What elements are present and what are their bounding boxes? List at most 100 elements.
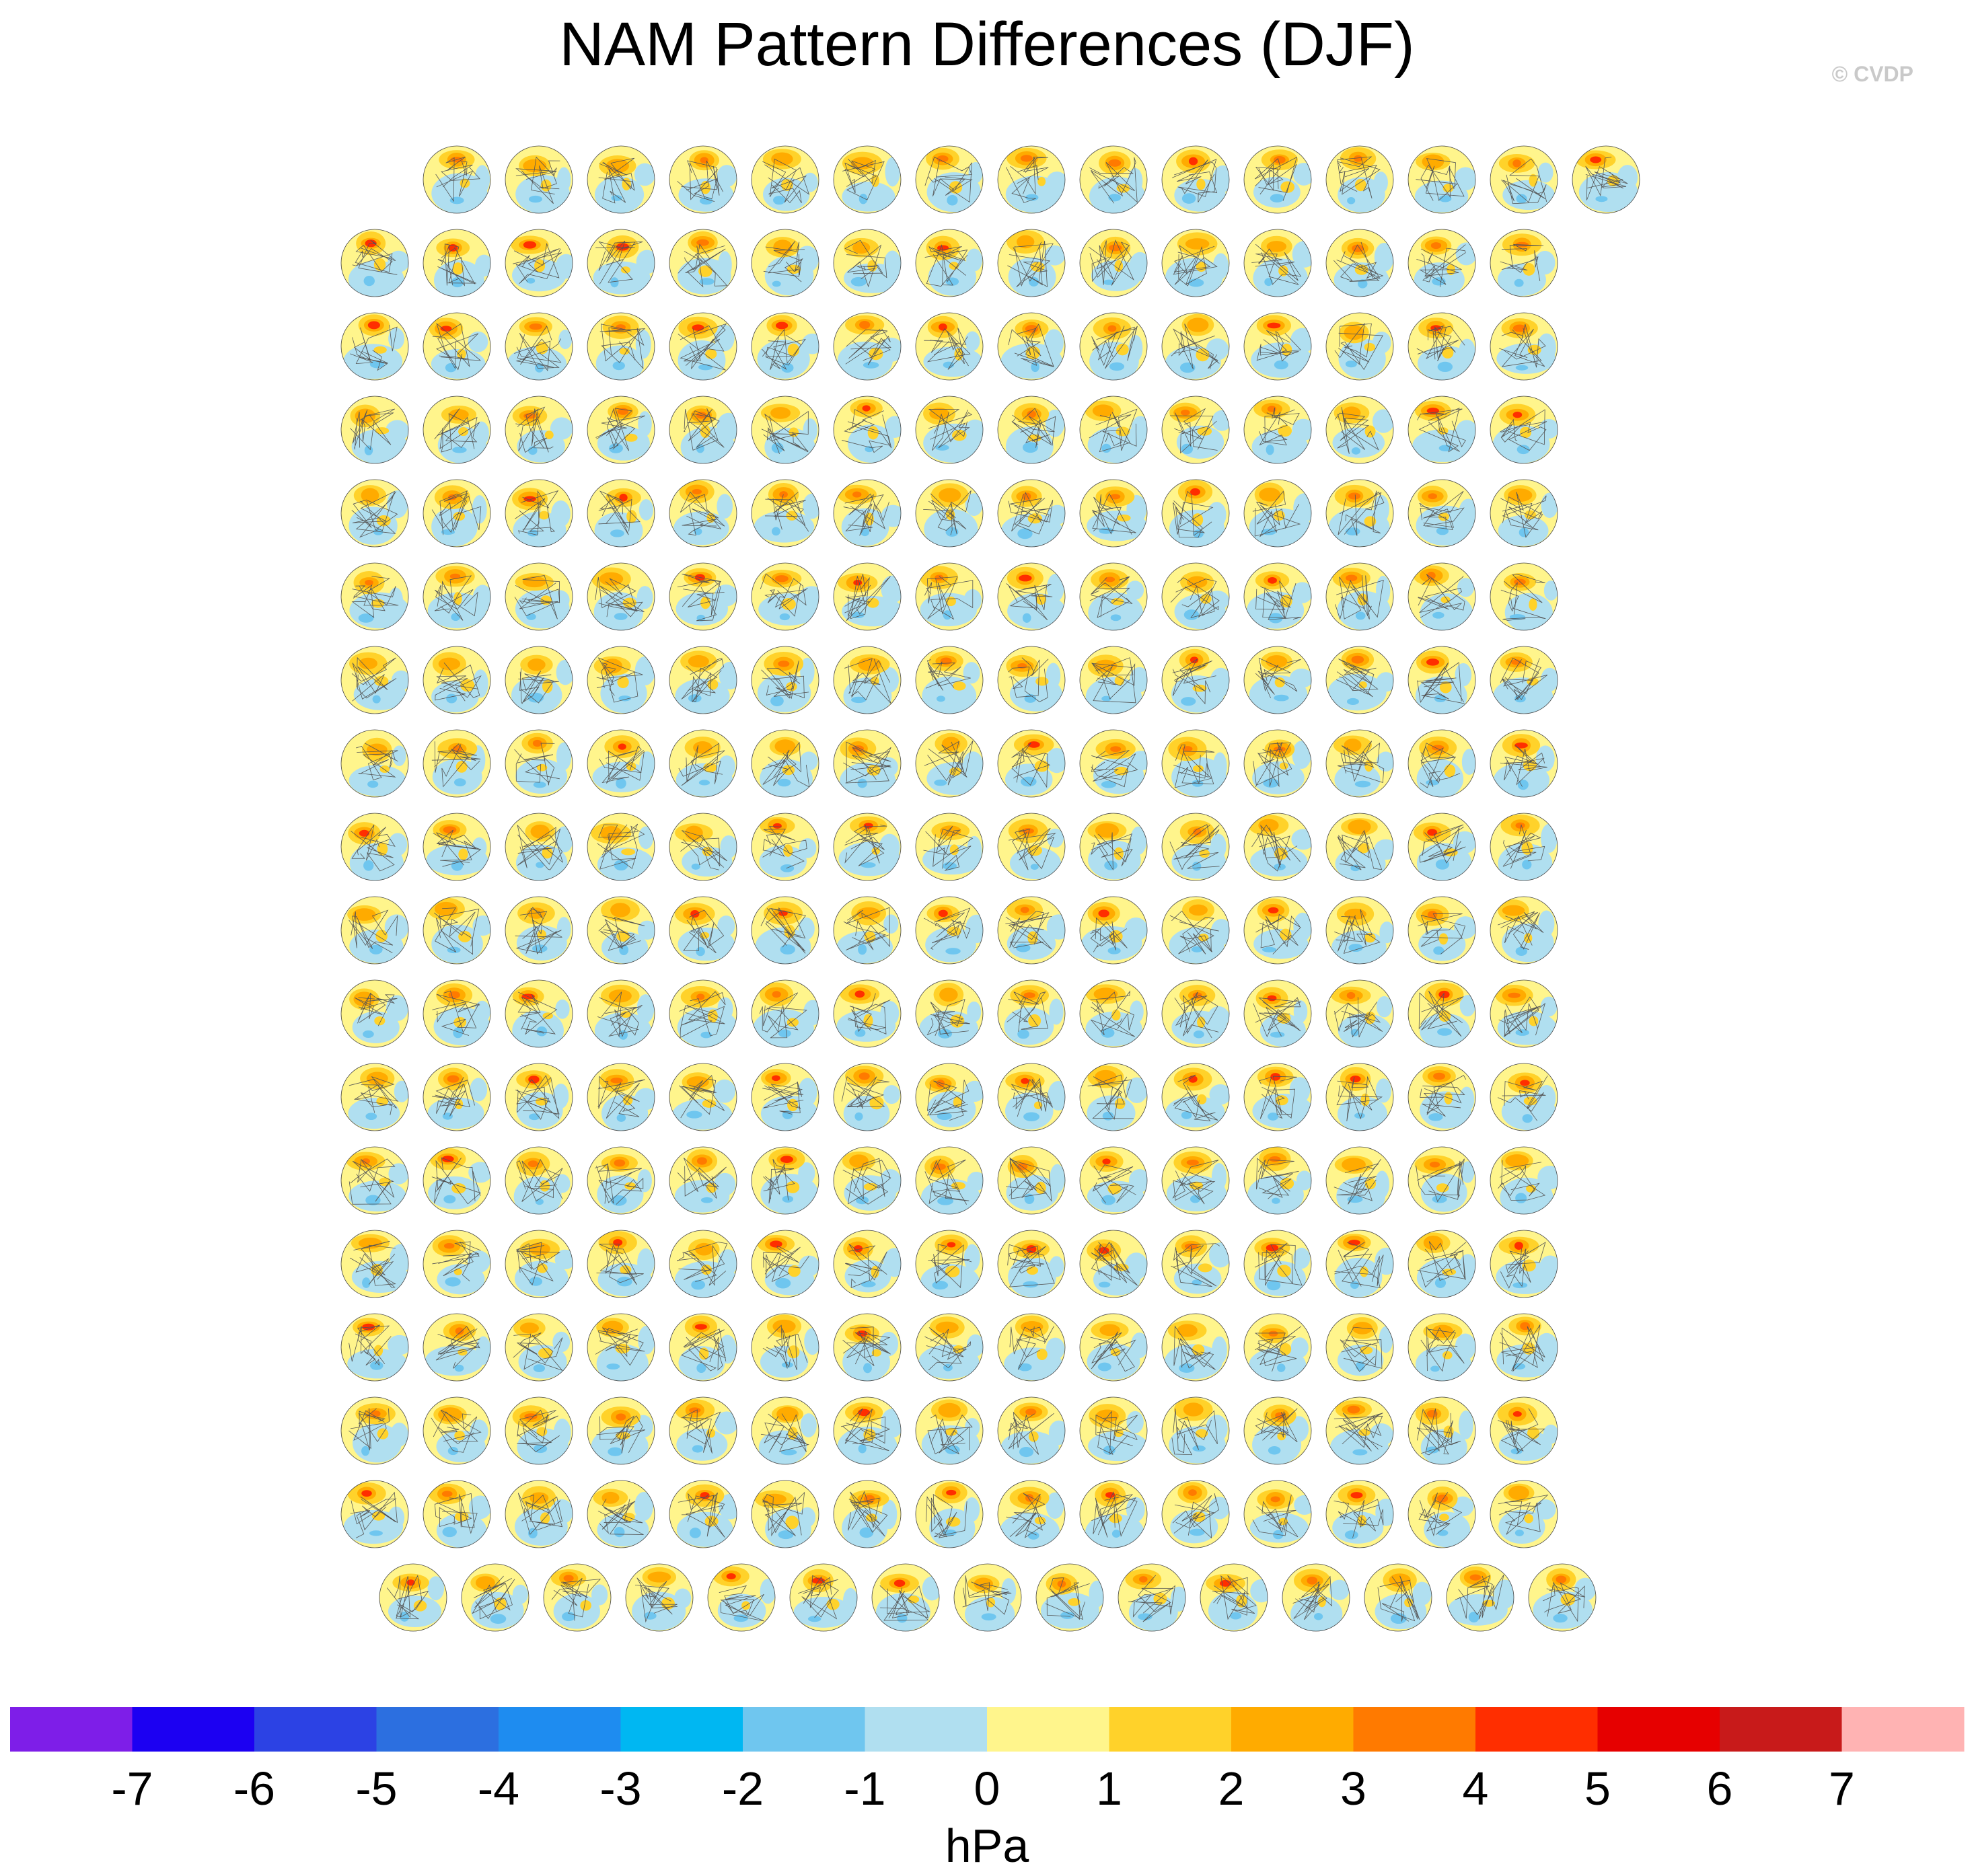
- polar-map: [1325, 1063, 1394, 1131]
- map-panel: [421, 221, 493, 299]
- map-panel: [913, 638, 986, 716]
- map-panel: [831, 1139, 904, 1217]
- map-panel: [1077, 1306, 1150, 1384]
- polar-map: [543, 1563, 612, 1632]
- map-panel: [913, 805, 986, 883]
- polar-map: [340, 396, 409, 464]
- map-panel: [338, 1306, 411, 1384]
- polar-map: [669, 1313, 737, 1382]
- map-panel: [1323, 472, 1396, 550]
- polar-map: [423, 312, 491, 381]
- map-panel: [503, 1306, 575, 1384]
- polar-map: [1408, 229, 1476, 297]
- map-panel: [421, 805, 493, 883]
- polar-map: [1161, 1313, 1230, 1382]
- map-panel: [831, 1472, 904, 1550]
- polar-map: [505, 896, 573, 965]
- polar-map: [915, 1063, 984, 1131]
- polar-map: [707, 1563, 776, 1632]
- map-panel: [1077, 1389, 1150, 1467]
- polar-map: [1325, 646, 1394, 714]
- map-panel: [585, 555, 657, 633]
- polar-map: [1161, 646, 1230, 714]
- polar-map: [751, 1480, 819, 1548]
- polar-map: [340, 1480, 409, 1548]
- polar-map: [505, 1396, 573, 1465]
- polar-map: [1243, 979, 1312, 1048]
- colorbar-box: [1597, 1707, 1720, 1752]
- map-panel: [503, 889, 575, 967]
- map-panel: [1159, 1222, 1232, 1300]
- map-panel: [1159, 1389, 1232, 1467]
- map-panel: [338, 1222, 411, 1300]
- map-panel: [1198, 1556, 1270, 1634]
- map-panel: [913, 1055, 986, 1133]
- map-panel: [1405, 722, 1478, 800]
- polar-map: [751, 396, 819, 464]
- polar-map: [1079, 813, 1148, 881]
- colorbar-tick-label: -2: [722, 1762, 764, 1815]
- map-panel: [995, 1139, 1068, 1217]
- map-panel: [585, 1222, 657, 1300]
- polar-map: [1408, 1480, 1476, 1548]
- polar-map: [423, 1146, 491, 1215]
- polar-map: [751, 1230, 819, 1298]
- map-panel: [421, 1472, 493, 1550]
- map-panel: [831, 972, 904, 1050]
- map-panel: [913, 1389, 986, 1467]
- polar-map: [587, 479, 655, 548]
- map-panel: [459, 1556, 532, 1634]
- map-panel: [1159, 221, 1232, 299]
- polar-map: [423, 1063, 491, 1131]
- map-panel: [421, 1306, 493, 1384]
- map-panel: [338, 722, 411, 800]
- map-panel: [1488, 472, 1560, 550]
- polar-map: [587, 813, 655, 881]
- map-panel: [1159, 722, 1232, 800]
- polar-map: [1490, 1480, 1558, 1548]
- colorbar-tick-label: -4: [478, 1762, 519, 1815]
- map-panel: [1323, 805, 1396, 883]
- polar-map: [833, 562, 902, 631]
- map-panel: [1405, 1472, 1478, 1550]
- colorbar-box: [499, 1707, 621, 1752]
- polar-map: [1325, 479, 1394, 548]
- polar-map: [669, 1480, 737, 1548]
- map-panel: [831, 138, 904, 216]
- map-panel: [503, 388, 575, 466]
- polar-map: [1243, 1146, 1312, 1215]
- map-panel: [1077, 805, 1150, 883]
- colorbar-box: [1841, 1707, 1965, 1752]
- map-panel: [749, 555, 821, 633]
- map-panel: [1159, 138, 1232, 216]
- polar-map: [751, 646, 819, 714]
- map-panel: [913, 972, 986, 1050]
- polar-map: [669, 1063, 737, 1131]
- map-panel: [1405, 388, 1478, 466]
- polar-map: [1408, 1313, 1476, 1382]
- polar-map: [587, 562, 655, 631]
- polar-map: [587, 145, 655, 214]
- map-panel: [1488, 805, 1560, 883]
- polar-map: [997, 562, 1066, 631]
- colorbar-box: [10, 1707, 133, 1752]
- polar-map: [915, 1480, 984, 1548]
- polar-map: [1243, 729, 1312, 798]
- polar-map: [423, 646, 491, 714]
- map-panel: [421, 638, 493, 716]
- polar-map: [833, 396, 902, 464]
- map-panel: [338, 805, 411, 883]
- polar-map: [953, 1563, 1022, 1632]
- map-panel: [1241, 889, 1314, 967]
- map-panel: [338, 972, 411, 1050]
- polar-map: [1572, 145, 1640, 214]
- polar-map: [833, 896, 902, 965]
- map-panel: [338, 638, 411, 716]
- polar-map: [1243, 396, 1312, 464]
- polar-map: [669, 312, 737, 381]
- polar-map: [833, 646, 902, 714]
- polar-map: [1408, 1146, 1476, 1215]
- map-panel: [338, 388, 411, 466]
- map-panel: [1241, 555, 1314, 633]
- polar-map: [1325, 229, 1394, 297]
